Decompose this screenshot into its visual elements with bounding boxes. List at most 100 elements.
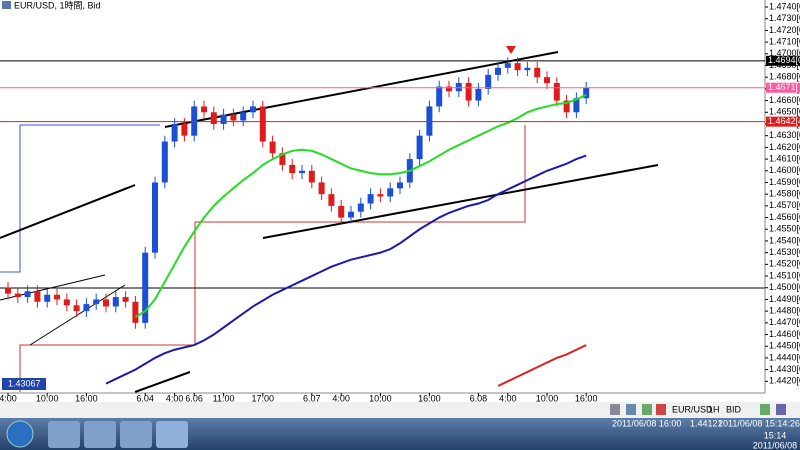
toolbar: [0, 402, 800, 418]
x-tick-label: 17:00: [252, 393, 275, 403]
taskbar-app[interactable]: [156, 421, 188, 448]
symbol-selector[interactable]: EUR/USD: [672, 404, 713, 414]
candle-body: [397, 182, 403, 189]
y-tick-label: 1.4540[0]: [769, 235, 800, 245]
server-time: 2011/06/08 15:14:26: [718, 418, 800, 428]
y-tick-label: 1.4520[0]: [769, 259, 800, 269]
annotation-box: [2, 378, 46, 390]
x-tick-label: 4:00: [332, 393, 350, 403]
taskbar-app[interactable]: [120, 421, 152, 448]
candle-body: [318, 182, 325, 195]
candle-body: [201, 106, 207, 113]
candle-body: [328, 194, 335, 206]
candle-body: [54, 294, 60, 300]
candle-body: [357, 203, 364, 212]
price-label: 1.4671[: [768, 82, 799, 92]
candle-body: [416, 135, 423, 160]
candle-body: [210, 112, 217, 124]
y-tick-label: 1.4420[0]: [769, 376, 800, 386]
plot-area: [0, 46, 765, 393]
candle-body: [63, 299, 70, 306]
price-label: 1.4694[0]: [768, 55, 800, 65]
status-price: 1.44121: [690, 418, 723, 428]
y-tick-label: 1.4450[0]: [769, 341, 800, 351]
candle-body: [142, 252, 149, 323]
candle-body: [220, 114, 227, 124]
side-selector[interactable]: BID: [726, 404, 742, 414]
candle-body: [14, 293, 21, 298]
candle-body: [544, 77, 550, 84]
candle-body: [475, 88, 482, 101]
candle-body: [132, 301, 139, 323]
candle-body: [534, 67, 541, 78]
tool-icon[interactable]: [776, 404, 786, 415]
candle-body: [446, 86, 452, 92]
y-tick-label: 1.4470[0]: [769, 317, 800, 327]
y-tick-label: 1.4490[0]: [769, 294, 800, 304]
candle-body: [308, 170, 315, 183]
y-tick-label: 1.4560[0]: [769, 212, 800, 222]
x-tick-label: 4:00: [499, 393, 517, 403]
x-tick-label: 6.07: [303, 393, 321, 403]
candle-body: [455, 83, 462, 92]
x-tick-label: 16:00: [75, 393, 98, 403]
y-tick-label: 1.4700[0]: [769, 48, 800, 58]
start-button[interactable]: [6, 420, 34, 448]
timeframe-selector[interactable]: 1H: [708, 404, 720, 414]
chart-icon: [2, 1, 11, 9]
candle-body: [338, 205, 345, 218]
candle-body: [230, 114, 237, 121]
x-tick-label: 16:00: [575, 393, 598, 403]
candle-body: [250, 106, 256, 113]
candle-body: [514, 63, 521, 71]
zone-box: [0, 124, 160, 273]
y-tick-label: 1.4430[0]: [769, 364, 800, 374]
candle-body: [112, 297, 119, 307]
tool-icon[interactable]: [642, 404, 652, 415]
x-tick-label: 16:00: [418, 393, 441, 403]
zone-box: [19, 125, 526, 392]
tool-icon[interactable]: [656, 404, 666, 415]
y-tick-label: 1.4600[0]: [769, 165, 800, 175]
clock: 15:14: [764, 430, 787, 440]
y-tick-label: 1.4580[0]: [769, 189, 800, 199]
taskbar-app[interactable]: [48, 421, 80, 448]
candle-body: [426, 106, 433, 136]
y-tick-label: 1.4530[0]: [769, 247, 800, 257]
candle-body: [103, 299, 109, 307]
candle-body: [181, 123, 188, 136]
candle-body: [5, 287, 11, 294]
candle-body: [93, 299, 100, 305]
y-tick-label: 1.4610[0]: [769, 153, 800, 163]
tool-icon[interactable]: [760, 404, 770, 415]
y-tick-label: 1.4460[0]: [769, 329, 800, 339]
candle-body: [348, 211, 354, 218]
candle-body: [485, 74, 492, 89]
price-label-box: [766, 82, 800, 93]
candle-body: [171, 123, 178, 142]
candle-body: [495, 67, 501, 75]
tool-icon[interactable]: [610, 404, 620, 415]
candle-body: [504, 63, 511, 68]
x-tick-label: 10:00: [369, 393, 392, 403]
y-tick-label: 1.4650[0]: [769, 107, 800, 117]
taskbar-app[interactable]: [84, 421, 116, 448]
candle-body: [73, 305, 80, 312]
candle-body: [152, 182, 158, 253]
status-time: 2011/06/08 16:00: [612, 418, 681, 428]
y-tick-label: 1.4740[0]: [769, 1, 800, 11]
trend-line: [29, 284, 126, 346]
y-tick-label: 1.4710[0]: [769, 36, 800, 46]
y-tick-label: 1.4480[0]: [769, 306, 800, 316]
tool-icon[interactable]: [626, 404, 636, 415]
candle-body: [524, 67, 531, 71]
candle-body: [83, 304, 90, 312]
candle-body: [465, 83, 472, 101]
price-label-box: [766, 116, 800, 127]
indicator-line: [105, 154, 587, 385]
candle-body: [161, 141, 168, 183]
candle-body: [44, 294, 51, 302]
candle-body: [279, 153, 286, 165]
